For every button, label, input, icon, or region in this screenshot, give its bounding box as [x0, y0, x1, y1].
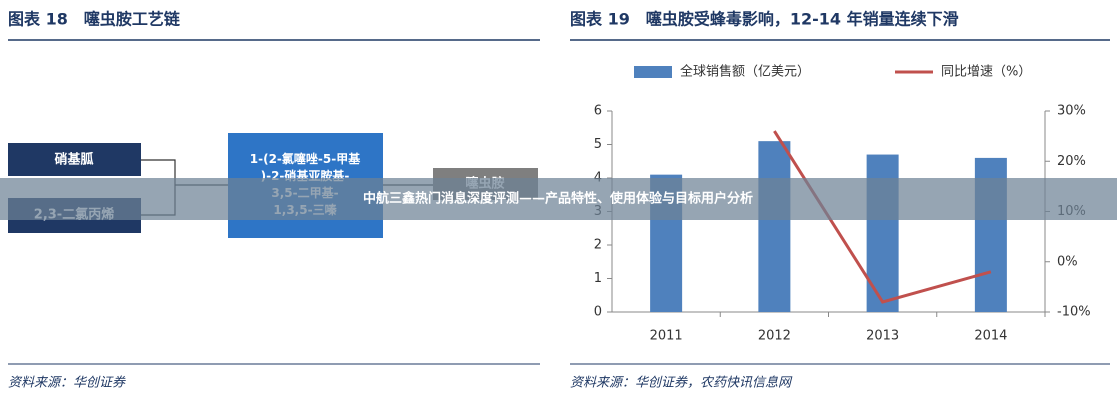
y2-tick-label: 0% [1057, 254, 1078, 269]
x-tick-label: 2011 [650, 329, 683, 344]
x-tick-label: 2013 [866, 329, 899, 344]
left-title: 图表 18 噻虫胺工艺链 [8, 10, 181, 29]
y-tick-label: 2 [594, 238, 602, 253]
chart-title: 图表 19 噻虫胺受蜂毒影响，12-14 年销量连续下滑 [570, 10, 959, 29]
legend-label: 同比增速（%） [941, 65, 1031, 80]
banner-text: 中航三鑫热门消息深度评测——产品特性、使用体验与目标用户分析 [363, 191, 753, 207]
y2-tick-label: 20% [1057, 154, 1086, 169]
y2-tick-label: 30% [1057, 104, 1086, 119]
banner [0, 178, 1117, 220]
node-box [8, 143, 141, 176]
y-tick-label: 1 [594, 271, 602, 286]
x-tick-label: 2012 [758, 329, 791, 344]
legend-label: 全球销售额（亿美元） [680, 64, 810, 80]
y2-tick-label: -10% [1057, 305, 1091, 320]
y-tick-label: 6 [594, 104, 602, 119]
left-source: 资料来源：华创证券 [8, 376, 126, 391]
y-tick-label: 5 [594, 137, 602, 152]
node-label: 1-(2-氯噻唑-5-甲基 [250, 151, 361, 166]
node-label: 硝基胍 [54, 152, 93, 168]
bar [758, 141, 791, 312]
y-tick-label: 0 [594, 305, 602, 320]
chart-source: 资料来源：华创证券，农药快讯信息网 [570, 375, 793, 391]
x-tick-label: 2014 [974, 329, 1007, 344]
legend-swatch [634, 66, 672, 78]
